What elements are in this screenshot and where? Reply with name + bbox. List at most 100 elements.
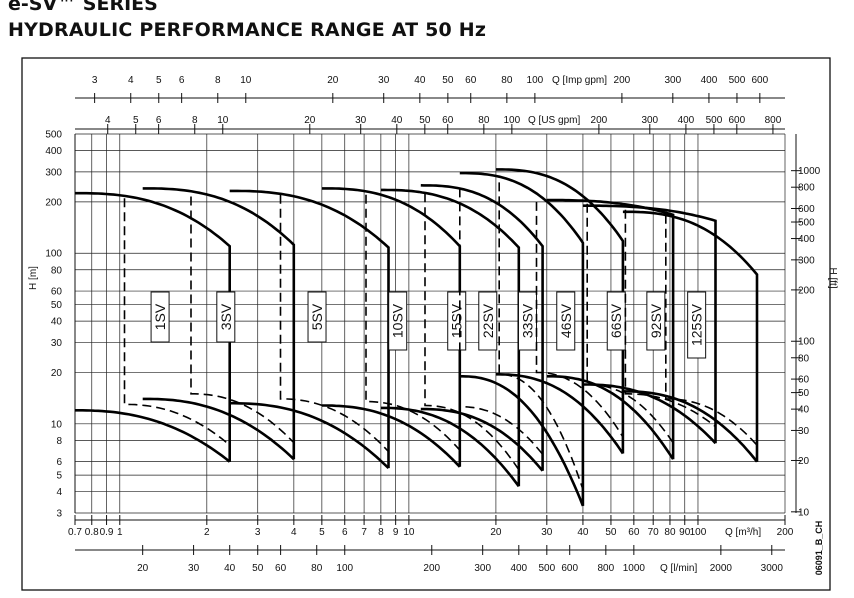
- curve-92sv: 92SV: [582, 204, 717, 445]
- curve-bottom-5sv: [229, 401, 390, 470]
- tick-label-impgpm: 60: [465, 75, 477, 86]
- tick-label-ft: 400: [798, 234, 815, 245]
- tick-label-m3h: 0.7: [68, 527, 82, 538]
- curve-3sv: 3SV: [142, 187, 296, 461]
- tick-label-m: 80: [51, 265, 63, 276]
- tick-labels: 0.7 0.8 0.9 1 2 3 4 5 6 7 8 9 10 20 30 40 50 60 70 80 90 100 2…: [45, 75, 820, 574]
- tick-label-lmin: 20: [137, 563, 149, 574]
- tick-label-lmin: 400: [510, 563, 527, 574]
- curve-dashed-22sv: [459, 188, 544, 455]
- tick-label-usgpm: 800: [765, 115, 782, 126]
- tick-label-ft: 1000: [798, 166, 821, 177]
- tick-label-m3h: 80: [664, 527, 676, 538]
- pump-curves: 1SV 3SV 5SV 10SV 15SV 22SV 33SV 46SV 66SV 92SV 125…: [75, 168, 759, 507]
- tick-label-impgpm: 200: [614, 75, 631, 86]
- tick-label-ft: 100: [798, 337, 815, 348]
- tick-label-impgpm: 100: [527, 75, 544, 86]
- curve-bottom-1sv: [75, 409, 231, 463]
- label-125sv: 125SV: [689, 303, 705, 346]
- curve-dashed-66sv: [586, 203, 674, 444]
- tick-label-m: 40: [51, 317, 63, 328]
- tick-label-m: 400: [45, 146, 62, 157]
- curve-33sv: 33SV: [459, 171, 585, 507]
- tick-label-m3h: 0.8: [85, 527, 99, 538]
- tick-label-impgpm: 8: [215, 75, 221, 86]
- tick-label-impgpm: 4: [128, 75, 134, 86]
- tick-label-usgpm: 80: [478, 115, 490, 126]
- tick-label-impgpm: 500: [729, 75, 746, 86]
- tick-label-usgpm: 500: [706, 115, 723, 126]
- label-5sv: 5SV: [309, 303, 325, 330]
- label-box-46sv: [556, 291, 576, 351]
- tick-label-impgpm: 50: [442, 75, 454, 86]
- tick-label-impgpm: 3: [92, 75, 98, 86]
- tick-label-m: 5: [56, 471, 62, 482]
- curve-dashed-5sv: [279, 194, 390, 453]
- tick-label-usgpm: 20: [304, 115, 316, 126]
- tick-label-ft: 20: [798, 456, 810, 467]
- curve-bottom-92sv: [582, 383, 717, 445]
- tick-label-impgpm: 20: [327, 75, 339, 86]
- tick-label-lmin: 600: [561, 563, 578, 574]
- tick-label-m: 300: [45, 167, 62, 178]
- y-label-m: H [m]: [28, 266, 39, 290]
- curve-bottom-10sv: [321, 404, 461, 468]
- curve-15sv: 15SV: [380, 188, 521, 488]
- tick-label-lmin: 100: [336, 563, 353, 574]
- tick-label-m3h: 8: [378, 527, 384, 538]
- tick-label-usgpm: 400: [678, 115, 695, 126]
- tick-label-m3h: 50: [605, 527, 617, 538]
- tick-label-ft: 200: [798, 285, 815, 296]
- tick-label-m3h: 30: [541, 527, 553, 538]
- tick-label-impgpm: 400: [701, 75, 718, 86]
- label-66sv: 66SV: [608, 303, 624, 338]
- tick-label-usgpm: 200: [591, 115, 608, 126]
- curve-top-92sv: [582, 204, 717, 444]
- tick-label-lmin: 500: [538, 563, 555, 574]
- tick-label-ft: 80: [798, 353, 810, 364]
- x-label-usgpm: Q [US gpm]: [528, 115, 580, 126]
- tick-label-lmin: 2000: [710, 563, 733, 574]
- tick-label-m: 60: [51, 287, 63, 298]
- curve-10sv: 10SV: [321, 187, 462, 468]
- tick-label-usgpm: 100: [504, 115, 521, 126]
- tick-label-m3h: 2: [204, 527, 210, 538]
- curve-66sv: 66SV: [546, 198, 675, 460]
- chart-title: HYDRAULIC PERFORMANCE RANGE AT 50 Hz: [8, 19, 487, 41]
- tick-label-m3h: 90: [679, 527, 691, 538]
- curve-dashed-46sv: [535, 201, 624, 438]
- curve-dashed-15sv: [424, 193, 520, 471]
- tick-label-m: 100: [45, 249, 62, 260]
- label-box-3sv: [216, 291, 236, 343]
- curve-top-33sv: [459, 171, 585, 506]
- curve-dashed-1sv: [123, 198, 231, 446]
- tick-label-ft: 600: [798, 204, 815, 215]
- tick-label-impgpm: 6: [179, 75, 185, 86]
- curve-46sv: 46SV: [495, 168, 625, 455]
- tick-label-lmin: 40: [224, 563, 236, 574]
- curve-dashed-125sv: [665, 214, 758, 446]
- y-label-ft: H [ft]: [827, 267, 838, 288]
- curve-bottom-3sv: [142, 397, 295, 461]
- curve-top-3sv: [142, 187, 296, 460]
- curve-top-22sv: [420, 184, 544, 471]
- curve-bottom-15sv: [380, 406, 520, 488]
- tick-label-usgpm: 6: [156, 115, 162, 126]
- tick-label-ft: 40: [798, 405, 810, 416]
- tick-label-m3h: 60: [628, 527, 640, 538]
- tick-label-m3h: 0.9: [100, 527, 114, 538]
- tick-label-m3h: 6: [342, 527, 348, 538]
- tick-label-m: 30: [51, 338, 63, 349]
- tick-label-lmin: 1000: [623, 563, 646, 574]
- tick-label-m3h: 100: [690, 527, 707, 538]
- label-33sv: 33SV: [520, 303, 536, 338]
- tick-label-m: 20: [51, 368, 63, 379]
- tick-label-ft: 50: [798, 388, 810, 399]
- curve-dashed-92sv: [624, 209, 716, 428]
- tick-label-m3h: 9: [393, 527, 399, 538]
- label-15sv: 15SV: [449, 303, 465, 338]
- tick-label-ft: 30: [798, 426, 810, 437]
- label-46sv: 46SV: [558, 303, 574, 338]
- tick-label-lmin: 300: [474, 563, 491, 574]
- curve-22sv: 22SV: [420, 184, 544, 472]
